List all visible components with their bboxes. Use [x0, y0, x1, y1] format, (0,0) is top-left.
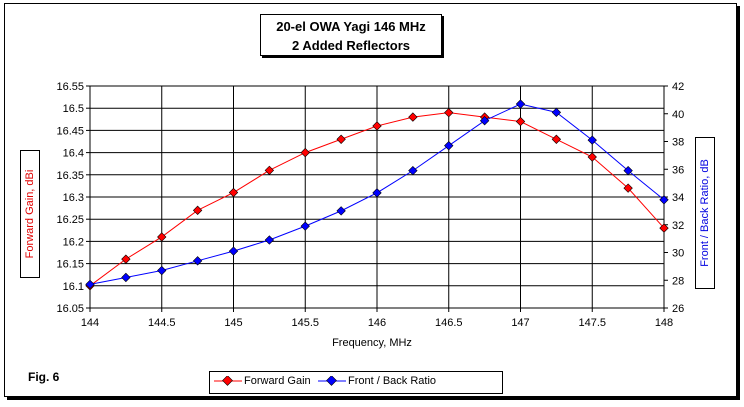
data-point [444, 140, 454, 151]
y-left-tick-label: 16.25 [56, 214, 84, 226]
x-tick-label: 145 [224, 317, 242, 329]
data-point [623, 165, 633, 176]
data-point [444, 107, 454, 118]
data-point [228, 246, 239, 256]
left-axis-label-text: Forward Gain, dBi [24, 169, 36, 259]
x-tick-label: 146.5 [435, 317, 463, 329]
x-tick-label: 144 [81, 317, 99, 329]
y-left-tick-label: 16.4 [63, 148, 84, 160]
x-tick-label: 146 [368, 317, 386, 329]
x-tick-label: 147.5 [578, 317, 606, 329]
data-point [479, 116, 490, 126]
y-right-tick-label: 40 [672, 109, 684, 121]
y-left-tick-label: 16.3 [63, 192, 84, 204]
data-point [157, 265, 167, 276]
data-point [121, 254, 131, 264]
y-left-tick-label: 16.1 [63, 281, 84, 293]
data-point [408, 112, 418, 122]
data-point [264, 165, 275, 176]
data-point [192, 256, 203, 266]
y-left-tick-label: 16.35 [56, 170, 84, 182]
data-point [372, 121, 382, 131]
data-point [192, 205, 203, 215]
y-right-tick-label: 26 [672, 303, 684, 315]
y-right-tick-label: 28 [672, 275, 684, 287]
x-tick-label: 148 [655, 317, 673, 329]
x-axis-label: Frequency, MHz [332, 337, 412, 349]
data-point [228, 187, 239, 198]
y-right-tick-label: 42 [672, 81, 684, 93]
y-right-tick-label: 36 [672, 164, 684, 176]
legend-item-front-back-ratio: Front / Back Ratio [318, 375, 436, 387]
data-point [157, 232, 167, 242]
legend-label: Forward Gain [244, 375, 311, 387]
y-right-tick-label: 32 [672, 220, 684, 232]
data-point [121, 272, 131, 283]
data-point [300, 147, 310, 158]
y-left-tick-label: 16.45 [56, 125, 84, 137]
data-point [300, 221, 310, 231]
y-right-tick-label: 34 [672, 192, 684, 204]
data-point [336, 134, 346, 144]
left-axis-label: Forward Gain, dBi [20, 150, 40, 278]
data-point [587, 135, 597, 145]
y-left-tick-label: 16.15 [56, 259, 84, 271]
y-left-tick-label: 16.5 [63, 103, 84, 115]
data-point [85, 279, 95, 290]
y-left-tick-label: 16.55 [56, 81, 84, 93]
x-tick-label: 147 [511, 317, 529, 329]
data-point [408, 165, 418, 176]
data-point [372, 188, 382, 198]
title-line-2: 2 Added Reflectors [292, 38, 410, 53]
figure-label: Fig. 6 [28, 370, 60, 384]
legend: Forward Gain Front / Back Ratio [209, 371, 503, 394]
x-tick-label: 145.5 [291, 317, 319, 329]
y-right-tick-label: 30 [672, 248, 684, 260]
data-point [264, 235, 275, 245]
title-line-1: 20-el OWA Yagi 146 MHz [276, 19, 426, 34]
y-right-tick-label: 38 [672, 137, 684, 149]
data-point [515, 99, 526, 109]
data-point [659, 223, 669, 233]
legend-marker-red [214, 376, 242, 386]
x-tick-label: 144.5 [148, 317, 176, 329]
data-point [551, 134, 562, 144]
data-point [336, 206, 346, 216]
data-point [587, 152, 597, 162]
legend-label: Front / Back Ratio [348, 375, 437, 387]
right-axis-label-text: Front / Back Ratio, dB [699, 159, 711, 267]
legend-marker-blue [318, 376, 346, 386]
data-point [623, 183, 633, 193]
right-axis-label: Front / Back Ratio, dB [695, 137, 715, 289]
y-left-tick-label: 16.2 [63, 236, 84, 248]
data-point [515, 116, 526, 127]
y-left-tick-label: 16.05 [56, 303, 84, 315]
data-point [551, 107, 562, 118]
data-point [659, 195, 669, 205]
legend-item-forward-gain: Forward Gain [214, 375, 311, 387]
chart-title: 20-el OWA Yagi 146 MHz 2 Added Reflector… [260, 14, 442, 56]
